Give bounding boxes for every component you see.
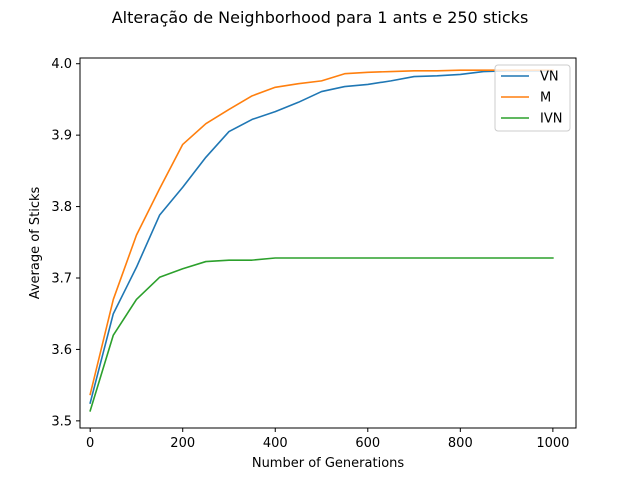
x-axis-ticks: 0 200 400 600 800 1000: [86, 428, 569, 451]
x-tick-label: 0: [86, 436, 94, 451]
y-axis-label: Average of Sticks: [28, 186, 43, 299]
y-tick-label: 3.8: [51, 200, 72, 215]
legend-label-m: M: [540, 91, 551, 106]
y-tick-label: 3.9: [51, 129, 72, 144]
chart-title: Alteração de Neighborhood para 1 ants e …: [112, 8, 529, 27]
x-tick-label: 600: [355, 436, 380, 451]
y-tick-label: 3.6: [51, 343, 72, 358]
legend-label-vn: VN: [540, 70, 559, 85]
series-line-ivn: [89, 257, 554, 412]
x-tick-label: 200: [170, 436, 195, 451]
y-tick-label: 3.7: [51, 272, 72, 287]
x-tick-label: 400: [263, 436, 288, 451]
series-lines: [89, 69, 554, 412]
legend-label-ivn: IVN: [540, 112, 562, 127]
plot-area-frame: [79, 57, 577, 429]
y-tick-label: 4.0: [51, 57, 72, 72]
y-tick-label: 3.5: [51, 414, 72, 429]
x-tick-label: 800: [448, 436, 473, 451]
legend: VN M IVN: [494, 64, 571, 132]
x-tick-label: 1000: [536, 436, 569, 451]
y-axis-ticks: 3.5 3.6 3.7 3.8 3.9 4.0: [51, 57, 80, 429]
series-line-m: [89, 69, 554, 396]
series-line-vn: [89, 70, 554, 404]
x-axis-label: Number of Generations: [252, 456, 405, 471]
legend-box: [494, 64, 571, 132]
